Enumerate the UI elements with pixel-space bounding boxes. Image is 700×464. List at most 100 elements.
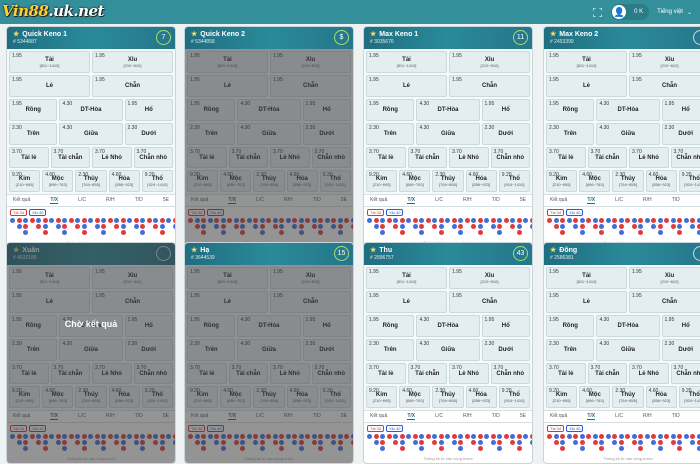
star-icon[interactable]: ★ xyxy=(13,30,19,38)
stats-tab[interactable]: Kết quả xyxy=(370,197,387,204)
stats-tab[interactable]: T/D xyxy=(492,197,500,204)
stats-tab[interactable]: Kết quả xyxy=(13,197,30,204)
stats-tab[interactable]: T/X xyxy=(407,197,415,204)
stats-tab[interactable]: R/H xyxy=(463,413,472,420)
stats-tab[interactable]: T/D xyxy=(135,197,143,204)
stats-tab[interactable]: L/C xyxy=(435,413,443,420)
stats-tab[interactable]: R/H xyxy=(463,197,472,204)
star-icon[interactable]: ★ xyxy=(191,246,197,254)
stats-tab[interactable]: L/C xyxy=(435,197,443,204)
fullscreen-icon[interactable] xyxy=(589,4,605,20)
stats-tab[interactable]: L/C xyxy=(615,413,623,420)
stats-tab[interactable]: 5E xyxy=(520,413,526,420)
stats-tab[interactable]: Kết quả xyxy=(550,413,567,420)
stats-tab[interactable]: T/X xyxy=(587,197,595,204)
stats-tab[interactable]: T/D xyxy=(492,413,500,420)
stats-tab[interactable]: Kết quả xyxy=(550,197,567,204)
star-icon[interactable]: ★ xyxy=(550,246,556,254)
stats-tab[interactable]: L/C xyxy=(615,197,623,204)
stats-tab[interactable]: T/D xyxy=(672,413,680,420)
stats-tab[interactable]: T/X xyxy=(50,197,58,204)
stats-tab[interactable]: 5E xyxy=(163,197,169,204)
stats-tab[interactable]: 5E xyxy=(520,197,526,204)
stats-tab[interactable]: T/D xyxy=(672,197,680,204)
user-balance[interactable]: 👤 0 K xyxy=(611,4,649,20)
stats-tab[interactable]: R/H xyxy=(106,197,115,204)
